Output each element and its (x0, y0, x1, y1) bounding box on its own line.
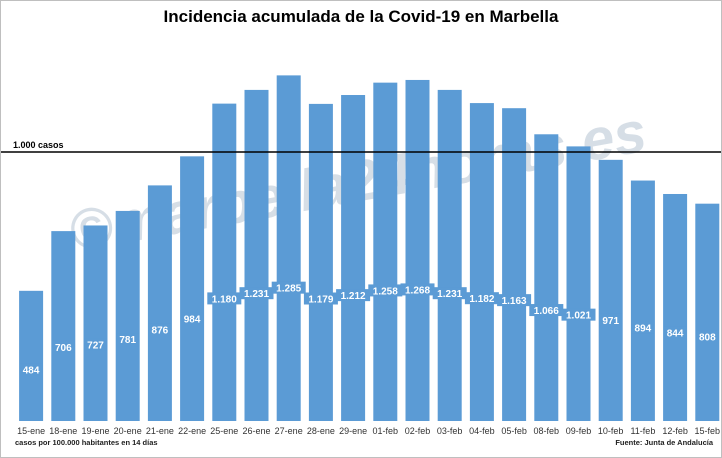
data-label: 484 (23, 366, 40, 377)
x-tick-label: 28-ene (307, 426, 335, 436)
data-label-bg (529, 304, 564, 317)
bar-22-ene (180, 156, 205, 421)
x-tick-label: 08-feb (534, 426, 560, 436)
data-label: 1.285 (276, 284, 301, 295)
source-note: Fuente: Junta de Andalucía (615, 438, 713, 447)
data-label: 984 (184, 314, 201, 325)
x-tick-label: 01-feb (373, 426, 399, 436)
x-tick-label: 03-feb (437, 426, 463, 436)
data-label-bg (663, 326, 687, 339)
data-label-bg (336, 289, 371, 302)
x-tick-label: 27-ene (275, 426, 303, 436)
bar-12-feb (663, 193, 688, 421)
data-label: 894 (635, 324, 652, 335)
bar-28-ene (308, 103, 333, 422)
bar-05-feb (502, 108, 527, 421)
data-label-bg (207, 292, 242, 305)
data-label: 1.231 (244, 289, 269, 300)
bar-19-ene (83, 225, 108, 421)
footnote: casos por 100.000 habitantes en 14 días (15, 438, 158, 447)
bar-15-ene (19, 290, 44, 421)
data-label: 781 (119, 335, 136, 346)
x-tick-label: 05-feb (501, 426, 527, 436)
data-label-bg (695, 330, 719, 343)
data-label: 876 (152, 325, 169, 336)
x-tick-label: 15-feb (695, 426, 721, 436)
x-tick-label: 10-feb (598, 426, 624, 436)
data-label-bg (84, 338, 107, 351)
x-tick-label: 21-ene (146, 426, 174, 436)
bar-04-feb (469, 103, 494, 421)
data-label-bg (497, 294, 532, 307)
data-label: 1.231 (437, 289, 462, 300)
data-label: 1.258 (373, 286, 398, 297)
bar-03-feb (437, 89, 462, 422)
bar-21-ene (147, 185, 172, 421)
x-tick-label: 26-ene (242, 426, 270, 436)
data-label: 706 (55, 343, 72, 354)
data-label-bg (631, 321, 655, 334)
data-label-bg (116, 333, 140, 346)
x-tick-label: 11-feb (630, 426, 655, 436)
data-label: 1.268 (405, 285, 430, 296)
data-label: 1.212 (341, 291, 366, 302)
bar-15-feb (695, 203, 720, 421)
x-tick-label: 02-feb (405, 426, 431, 436)
data-label-bg (51, 340, 75, 353)
chart-title: Incidencia acumulada de la Covid-19 en M… (163, 7, 559, 26)
bar-25-ene (212, 103, 237, 421)
data-label: 1.179 (308, 294, 333, 305)
x-tick-label: 29-ene (339, 426, 367, 436)
data-label: 808 (699, 332, 716, 343)
data-label-bg (303, 292, 338, 305)
data-label: 1.182 (469, 294, 494, 305)
x-tick-label: 04-feb (469, 426, 495, 436)
bar-01-feb (373, 82, 398, 421)
bar-29-ene (341, 95, 366, 421)
bar-02-feb (405, 79, 430, 421)
bar-26-ene (244, 89, 269, 422)
data-label: 971 (602, 316, 619, 327)
data-label: 844 (667, 329, 684, 340)
x-tick-label: 12-feb (662, 426, 688, 436)
data-label: 1.163 (502, 296, 527, 307)
x-tick-label: 19-ene (81, 426, 109, 436)
data-label-bg (561, 308, 596, 321)
bar-09-feb (566, 146, 591, 421)
x-tick-label: 15-ene (17, 426, 45, 436)
data-label-bg (271, 281, 306, 294)
x-tick-label: 22-ene (178, 426, 206, 436)
bar-20-ene (115, 210, 140, 421)
bar-08-feb (534, 134, 559, 421)
data-label: 727 (87, 341, 104, 352)
data-label-bg (148, 323, 172, 336)
data-label-bg (400, 283, 435, 296)
data-label: 1.180 (212, 294, 237, 305)
data-label-bg (599, 313, 623, 326)
bar-18-ene (51, 231, 76, 421)
data-label-bg (239, 287, 274, 300)
data-label-bg (464, 292, 499, 305)
x-tick-label: 25-ene (210, 426, 238, 436)
bar-27-ene (276, 75, 301, 422)
x-tick-label: 18-ene (49, 426, 77, 436)
bar-11-feb (630, 180, 655, 421)
data-label-bg (432, 287, 467, 300)
data-label-bg (180, 312, 204, 325)
data-label-bg (368, 284, 403, 297)
x-tick-label: 20-ene (114, 426, 142, 436)
x-tick-label: 09-feb (566, 426, 592, 436)
data-label: 1.021 (566, 311, 591, 322)
data-label: 1.066 (534, 306, 559, 317)
reference-line-label: 1.000 casos (13, 140, 64, 150)
data-label-bg (19, 363, 43, 376)
bar-10-feb (598, 159, 623, 422)
